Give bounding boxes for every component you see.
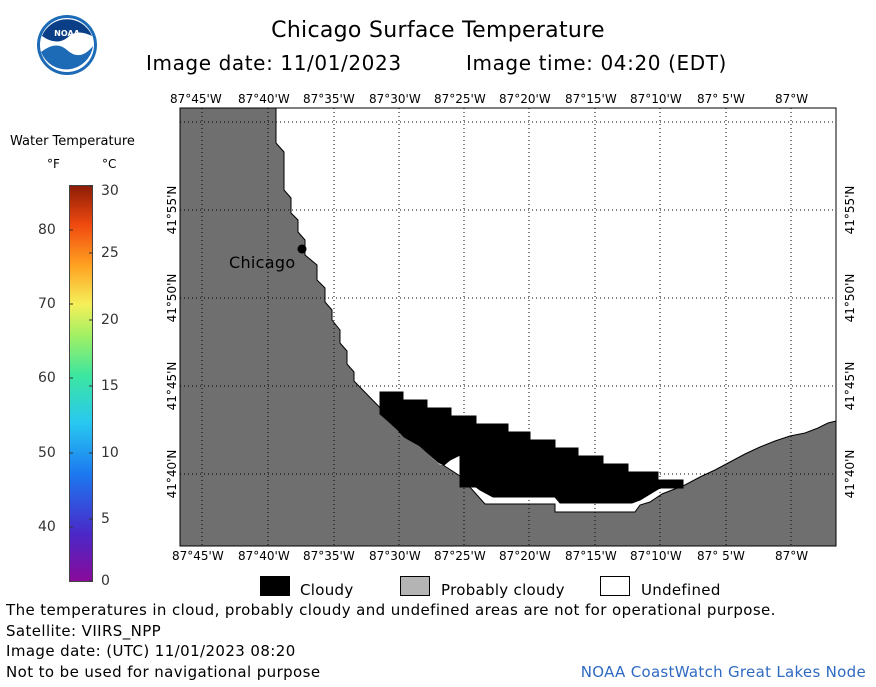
c-tick-30: 30 <box>101 183 119 199</box>
legend-probably-cloudy-swatch <box>400 576 430 596</box>
lat-left-0: 41°55'N <box>165 185 179 235</box>
noaa-logo: NOAA <box>36 14 98 76</box>
c-tick-5: 5 <box>101 511 110 527</box>
legend-undefined-label: Undefined <box>641 581 721 599</box>
satellite-text: Satellite: VIIRS_NPP <box>6 622 162 640</box>
lon-top-9: 87°W <box>775 92 809 106</box>
utc-date-text: Image date: (UTC) 11/01/2023 08:20 <box>6 642 296 660</box>
lon-bottom-4: 87°25'W <box>434 549 486 563</box>
lat-right-0: 41°55'N <box>843 185 857 235</box>
cloud-area <box>379 391 684 504</box>
lat-right-2: 41°45'N <box>843 361 857 411</box>
c-tick-15: 15 <box>101 378 119 394</box>
lon-top-4: 87°25'W <box>434 92 486 106</box>
lon-bottom-2: 87°35'W <box>303 549 355 563</box>
lon-top-1: 87°40'W <box>238 92 290 106</box>
lon-bottom-6: 87°15'W <box>565 549 617 563</box>
lon-top-2: 87°35'W <box>303 92 355 106</box>
lat-right-1: 41°50'N <box>843 273 857 323</box>
image-time: Image time: 04:20 (EDT) <box>466 51 727 75</box>
lon-top-8: 87° 5'W <box>697 92 745 106</box>
lon-bottom-5: 87°20'W <box>499 549 551 563</box>
chicago-label: Chicago <box>229 253 296 272</box>
legend-cloudy-swatch <box>260 576 290 596</box>
map-title: Chicago Surface Temperature <box>271 18 605 43</box>
f-tick-60: 60 <box>38 370 56 386</box>
credit-text: NOAA CoastWatch Great Lakes Node <box>580 663 866 681</box>
c-tick-20: 20 <box>101 312 119 328</box>
lat-left-1: 41°50'N <box>165 273 179 323</box>
map-frame <box>179 107 837 547</box>
c-tick-10: 10 <box>101 445 119 461</box>
f-tick-50: 50 <box>38 445 56 461</box>
lon-bottom-8: 87° 5'W <box>697 549 745 563</box>
lat-right-3: 41°40'N <box>843 449 857 499</box>
lon-bottom-9: 87°W <box>775 549 809 563</box>
image-date: Image date: 11/01/2023 <box>146 51 402 75</box>
lon-bottom-1: 87°40'W <box>238 549 290 563</box>
unit-celsius: °C <box>102 157 117 171</box>
chicago-marker <box>297 244 307 254</box>
lon-top-0: 87°45'W <box>170 92 222 106</box>
lon-top-3: 87°30'W <box>369 92 421 106</box>
graticule <box>180 108 836 546</box>
colorbar-title: Water Temperature <box>10 134 135 149</box>
legend-undefined-swatch <box>600 576 630 596</box>
f-tick-80: 80 <box>38 222 56 238</box>
navigation-warning: Not to be used for navigational purpose <box>6 663 321 681</box>
lon-top-7: 87°10'W <box>630 92 682 106</box>
unit-fahrenheit: °F <box>47 157 60 171</box>
legend-probably-cloudy-label: Probably cloudy <box>441 581 565 599</box>
colorbar <box>69 185 93 582</box>
lon-top-6: 87°15'W <box>565 92 617 106</box>
lon-bottom-0: 87°45'W <box>172 549 224 563</box>
disclaimer-text: The temperatures in cloud, probably clou… <box>6 601 776 619</box>
lon-bottom-3: 87°30'W <box>369 549 421 563</box>
lon-top-5: 87°20'W <box>499 92 551 106</box>
lat-left-2: 41°45'N <box>165 361 179 411</box>
lon-bottom-7: 87°10'W <box>630 549 682 563</box>
c-tick-0: 0 <box>101 573 110 589</box>
legend-cloudy-label: Cloudy <box>300 581 354 599</box>
c-tick-25: 25 <box>101 245 119 261</box>
svg-text:NOAA: NOAA <box>54 29 80 38</box>
lat-left-3: 41°40'N <box>165 449 179 499</box>
f-tick-70: 70 <box>38 296 56 312</box>
f-tick-40: 40 <box>38 519 56 535</box>
